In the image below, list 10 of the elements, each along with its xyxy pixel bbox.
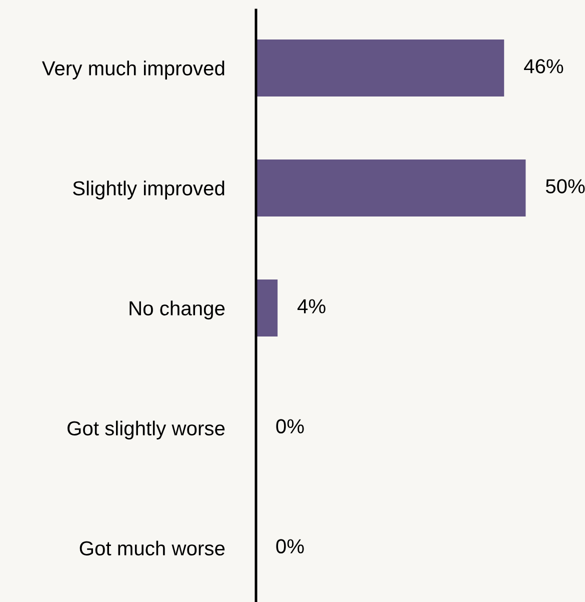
data-label: 0% bbox=[276, 539, 304, 554]
data-label: 46% bbox=[524, 59, 564, 74]
data-label: 50% bbox=[546, 179, 585, 194]
data-label: 4% bbox=[297, 299, 326, 314]
y-tick-label: No change bbox=[130, 300, 225, 320]
y-tick-label: Slightly improved bbox=[73, 180, 224, 200]
data-label: 0% bbox=[276, 419, 304, 434]
y-tick-label: Got slightly worse bbox=[68, 420, 225, 440]
y-tick-label: Very much improved bbox=[42, 60, 224, 80]
y-tick-label: Got much worse bbox=[80, 540, 225, 556]
